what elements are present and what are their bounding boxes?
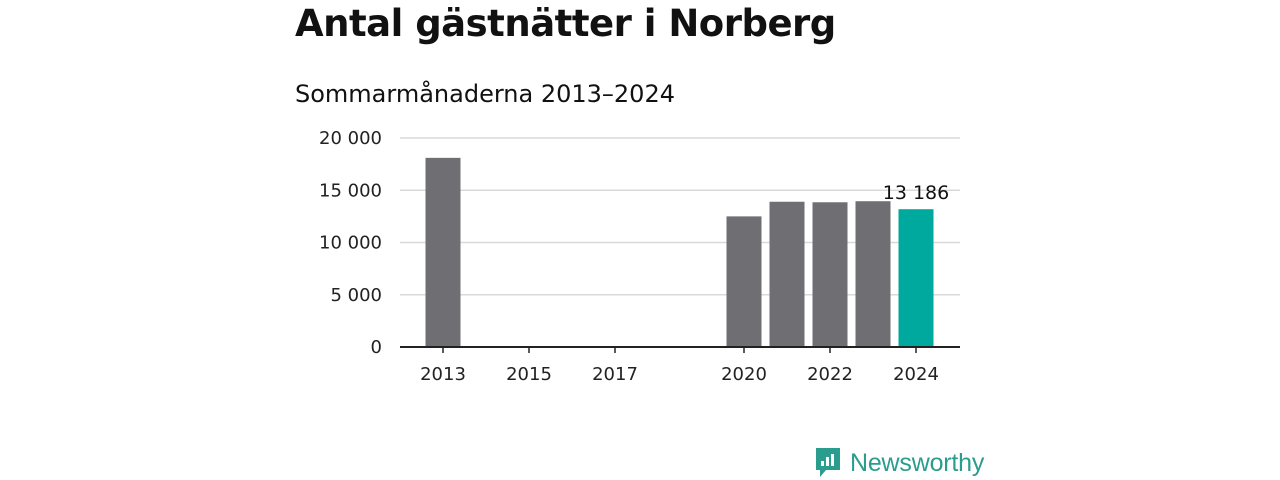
chart-title: Antal gästnätter i Norberg [295, 2, 836, 45]
y-tick-label: 0 [371, 337, 382, 358]
y-tick-label: 10 000 [319, 233, 382, 254]
y-tick-label: 5 000 [330, 285, 382, 306]
x-tick-label: 2017 [592, 364, 638, 385]
bar-2021 [769, 201, 805, 347]
newsworthy-brand: Newsworthy [814, 446, 984, 480]
bar-2024 [898, 209, 934, 347]
newsworthy-logo-icon [816, 448, 840, 477]
bar-2023 [855, 201, 891, 347]
x-tick-label: 2015 [506, 364, 552, 385]
chart-subtitle: Sommarmånaderna 2013–2024 [295, 80, 675, 108]
bar-2020 [726, 216, 762, 347]
data-label: 13 186 [883, 182, 949, 204]
x-tick-label: 2024 [893, 364, 939, 385]
brand-name: Newsworthy [850, 448, 985, 477]
bar-2013 [425, 157, 461, 347]
bar-2022 [812, 202, 848, 347]
x-tick-label: 2020 [721, 364, 767, 385]
x-tick-label: 2022 [807, 364, 853, 385]
y-tick-label: 15 000 [319, 180, 382, 201]
x-tick-label: 2013 [420, 364, 466, 385]
y-tick-label: 20 000 [319, 128, 382, 149]
